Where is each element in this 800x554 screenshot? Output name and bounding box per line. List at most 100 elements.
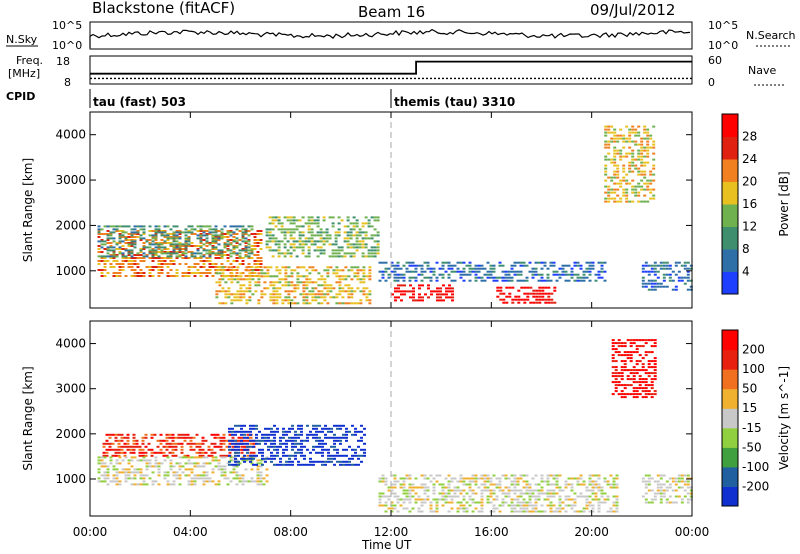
- data-cell: [142, 456, 146, 459]
- data-cell: [644, 387, 648, 390]
- data-cell: [408, 498, 412, 501]
- data-cell: [183, 454, 187, 457]
- data-cell: [249, 439, 252, 442]
- data-cell: [249, 436, 253, 439]
- data-cell: [108, 442, 112, 445]
- data-cell: [641, 345, 645, 348]
- data-cell: [256, 245, 260, 247]
- data-cell: [429, 270, 433, 273]
- data-cell: [145, 240, 149, 243]
- data-cell: [175, 477, 179, 480]
- data-cell: [644, 480, 648, 483]
- data-cell: [414, 486, 418, 489]
- data-cell: [241, 474, 245, 477]
- data-cell: [640, 179, 644, 182]
- data-cell: [239, 287, 243, 290]
- data-region: [378, 261, 607, 282]
- data-cell: [247, 225, 251, 228]
- data-region: [496, 286, 557, 304]
- data-cell: [270, 427, 273, 430]
- data-cell: [224, 296, 228, 299]
- data-cell: [336, 427, 339, 430]
- data-cell: [217, 254, 221, 256]
- data-cell: [178, 245, 182, 247]
- data-cell: [103, 480, 107, 483]
- data-cell: [337, 216, 341, 219]
- data-cell: [235, 228, 239, 231]
- data-cell: [653, 363, 657, 366]
- data-cell: [252, 439, 255, 442]
- data-cell: [334, 234, 338, 237]
- data-cell: [652, 143, 656, 146]
- data-cell: [223, 456, 227, 459]
- data-cell: [148, 269, 152, 271]
- data-cell: [607, 200, 611, 203]
- data-cell: [543, 492, 547, 495]
- data-cell: [250, 266, 254, 268]
- data-cell: [528, 270, 532, 273]
- data-cell: [538, 289, 542, 292]
- data-cell: [106, 225, 110, 228]
- data-cell: [273, 448, 276, 451]
- data-cell: [610, 179, 614, 182]
- data-cell: [217, 465, 221, 468]
- data-cell: [525, 276, 529, 279]
- data-cell: [405, 498, 409, 501]
- data-cell: [468, 504, 472, 507]
- data-cell: [623, 393, 627, 396]
- data-cell: [344, 275, 348, 278]
- data-cell: [256, 483, 260, 486]
- data-cell: [301, 216, 305, 219]
- data-cell: [242, 278, 246, 281]
- data-cell: [243, 445, 247, 448]
- data-cell: [573, 264, 577, 267]
- data-cell: [241, 272, 245, 274]
- data-cell: [588, 480, 592, 483]
- data-cell: [468, 480, 472, 483]
- data-cell: [228, 427, 231, 430]
- data-cell: [129, 451, 133, 454]
- data-cell: [474, 474, 478, 477]
- data-cell: [471, 267, 475, 270]
- colorbar-label: Velocity [m s^-1]: [777, 366, 791, 470]
- data-cell: [591, 498, 595, 501]
- data-cell: [251, 278, 255, 281]
- data-cell: [532, 301, 536, 304]
- data-cell: [496, 286, 500, 289]
- data-cell: [471, 492, 475, 495]
- data-cell: [139, 249, 143, 252]
- data-cell: [607, 158, 611, 161]
- data-cell: [641, 270, 645, 273]
- data-cell: [121, 230, 125, 232]
- data-cell: [257, 272, 261, 275]
- data-cell: [540, 486, 544, 489]
- data-cell: [619, 134, 623, 137]
- data-cell: [97, 255, 101, 258]
- data-cell: [519, 510, 523, 513]
- data-cell: [501, 270, 505, 273]
- data-cell: [277, 216, 281, 219]
- data-cell: [248, 278, 252, 281]
- data-cell: [381, 504, 385, 507]
- data-cell: [686, 486, 690, 489]
- data-cell: [232, 225, 236, 228]
- data-cell: [202, 483, 206, 486]
- data-cell: [166, 251, 170, 253]
- data-cell: [289, 222, 293, 225]
- colorbar-segment: [722, 486, 738, 507]
- data-cell: [311, 290, 315, 293]
- data-cell: [408, 270, 412, 273]
- data-cell: [199, 474, 203, 477]
- data-cell: [115, 263, 119, 265]
- data-cell: [202, 239, 206, 241]
- data-cell: [356, 269, 360, 272]
- data-cell: [625, 125, 629, 128]
- data-cell: [459, 492, 463, 495]
- data-cell: [177, 433, 181, 436]
- colorbar-label: Power [dB]: [777, 171, 791, 236]
- data-cell: [346, 225, 350, 228]
- data-cell: [254, 281, 258, 284]
- data-cell: [145, 459, 149, 462]
- data-cell: [637, 125, 641, 128]
- data-cell: [474, 480, 478, 483]
